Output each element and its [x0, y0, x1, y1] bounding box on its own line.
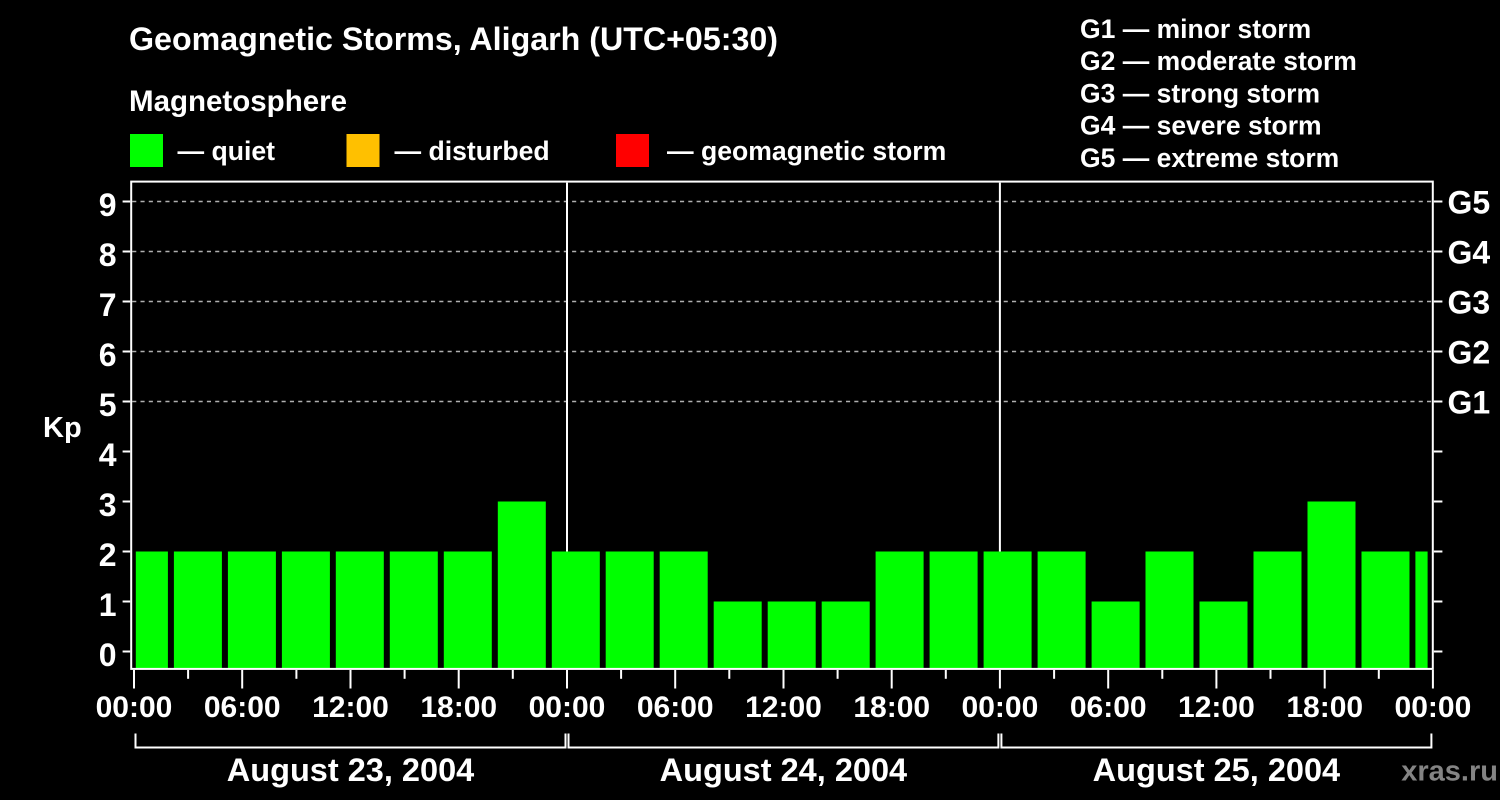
- svg-text:5: 5: [99, 387, 117, 423]
- svg-text:G2 — moderate storm: G2 — moderate storm: [1080, 46, 1357, 76]
- svg-text:G3: G3: [1448, 285, 1491, 321]
- svg-text:August 24, 2004: August 24, 2004: [660, 752, 907, 788]
- svg-text:G4 — severe storm: G4 — severe storm: [1080, 111, 1322, 141]
- svg-text:00:00: 00:00: [96, 691, 173, 724]
- svg-text:G1: G1: [1448, 385, 1491, 421]
- svg-text:00:00: 00:00: [1395, 691, 1472, 724]
- svg-text:0: 0: [99, 637, 117, 673]
- svg-text:7: 7: [99, 287, 117, 323]
- svg-text:G2: G2: [1448, 335, 1491, 371]
- svg-text:August 25, 2004: August 25, 2004: [1093, 752, 1340, 788]
- svg-text:4: 4: [99, 437, 117, 473]
- svg-text:06:00: 06:00: [204, 691, 281, 724]
- svg-text:8: 8: [99, 237, 117, 273]
- svg-text:18:00: 18:00: [1286, 691, 1363, 724]
- svg-text:Magnetosphere: Magnetosphere: [129, 85, 347, 118]
- svg-text:00:00: 00:00: [962, 691, 1039, 724]
- svg-text:2: 2: [99, 537, 117, 573]
- svg-text:18:00: 18:00: [420, 691, 497, 724]
- svg-text:00:00: 00:00: [529, 691, 606, 724]
- svg-text:— disturbed: — disturbed: [395, 136, 550, 166]
- svg-text:12:00: 12:00: [312, 691, 389, 724]
- svg-text:Kp: Kp: [43, 412, 82, 444]
- svg-text:— geomagnetic storm: — geomagnetic storm: [667, 136, 946, 166]
- svg-text:06:00: 06:00: [1070, 691, 1147, 724]
- svg-text:06:00: 06:00: [637, 691, 714, 724]
- svg-text:August 23, 2004: August 23, 2004: [227, 752, 474, 788]
- svg-text:3: 3: [99, 487, 117, 523]
- svg-text:12:00: 12:00: [745, 691, 822, 724]
- svg-text:9: 9: [99, 187, 117, 223]
- svg-text:G4: G4: [1448, 235, 1491, 271]
- svg-text:G3 — strong storm: G3 — strong storm: [1080, 78, 1320, 108]
- svg-text:6: 6: [99, 337, 117, 373]
- svg-text:18:00: 18:00: [853, 691, 930, 724]
- svg-text:G5: G5: [1448, 185, 1491, 221]
- svg-text:xras.ru: xras.ru: [1401, 756, 1498, 788]
- svg-text:12:00: 12:00: [1178, 691, 1255, 724]
- svg-text:G5 — extreme storm: G5 — extreme storm: [1080, 143, 1339, 173]
- svg-text:Geomagnetic Storms, Aligarh (U: Geomagnetic Storms, Aligarh (UTC+05:30): [129, 21, 778, 57]
- svg-text:— quiet: — quiet: [178, 136, 276, 166]
- svg-text:1: 1: [99, 587, 117, 623]
- svg-text:G1 — minor storm: G1 — minor storm: [1080, 14, 1311, 44]
